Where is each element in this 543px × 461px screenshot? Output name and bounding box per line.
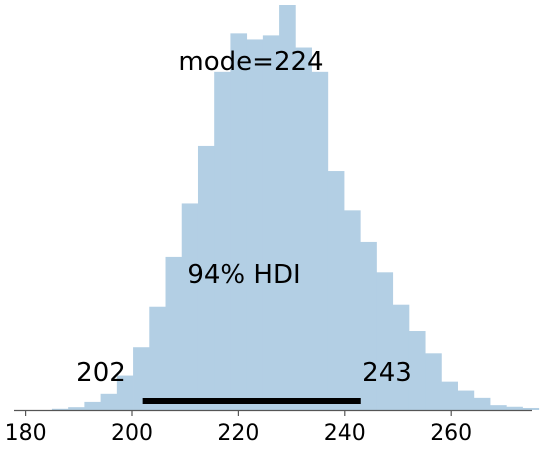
histogram-bar [279, 5, 296, 410]
histogram-bar [425, 353, 442, 410]
hdi-upper-bound-label: 243 [362, 358, 412, 388]
histogram-bar [230, 33, 248, 410]
x-tick-label: 260 [430, 421, 472, 446]
histogram-bar [214, 71, 231, 410]
x-tick-label: 220 [217, 421, 259, 446]
histogram-bar [360, 241, 377, 410]
histogram-bar [262, 35, 280, 411]
x-tick-label: 200 [111, 421, 153, 446]
histogram-bar [197, 145, 215, 410]
histogram-bar [84, 401, 102, 410]
histogram-bar [246, 39, 264, 411]
histogram-bar [181, 203, 199, 410]
histogram-bar [51, 408, 69, 410]
histogram-bar [506, 406, 523, 410]
histogram-bar [457, 390, 475, 410]
histogram-bar [441, 381, 458, 410]
histogram-bars [51, 5, 540, 411]
histogram-bar [522, 407, 540, 410]
histogram-bar [295, 47, 312, 411]
histogram-bar [490, 405, 507, 410]
hdi-lower-bound-label: 202 [76, 358, 126, 388]
histogram-bar [100, 393, 118, 410]
histogram-bar [68, 407, 85, 410]
histogram-bar [392, 304, 410, 410]
histogram-bar [344, 210, 361, 410]
histogram-bar [116, 375, 134, 410]
histogram-bar [133, 347, 150, 410]
histogram-bar [473, 397, 491, 410]
hdi-label: 94% HDI [187, 260, 300, 290]
histogram-bar [408, 331, 426, 410]
x-tick-label: 240 [324, 421, 366, 446]
x-tick-label: 180 [5, 421, 47, 446]
histogram-bar [149, 306, 166, 410]
histogram-bar [165, 256, 183, 410]
histogram-bar [376, 272, 394, 410]
mode-label: mode=224 [178, 47, 323, 77]
x-axis-ticks: 180 200 220 240 260 [5, 410, 472, 446]
histogram-bar [311, 71, 329, 410]
histogram-bar [327, 171, 345, 410]
